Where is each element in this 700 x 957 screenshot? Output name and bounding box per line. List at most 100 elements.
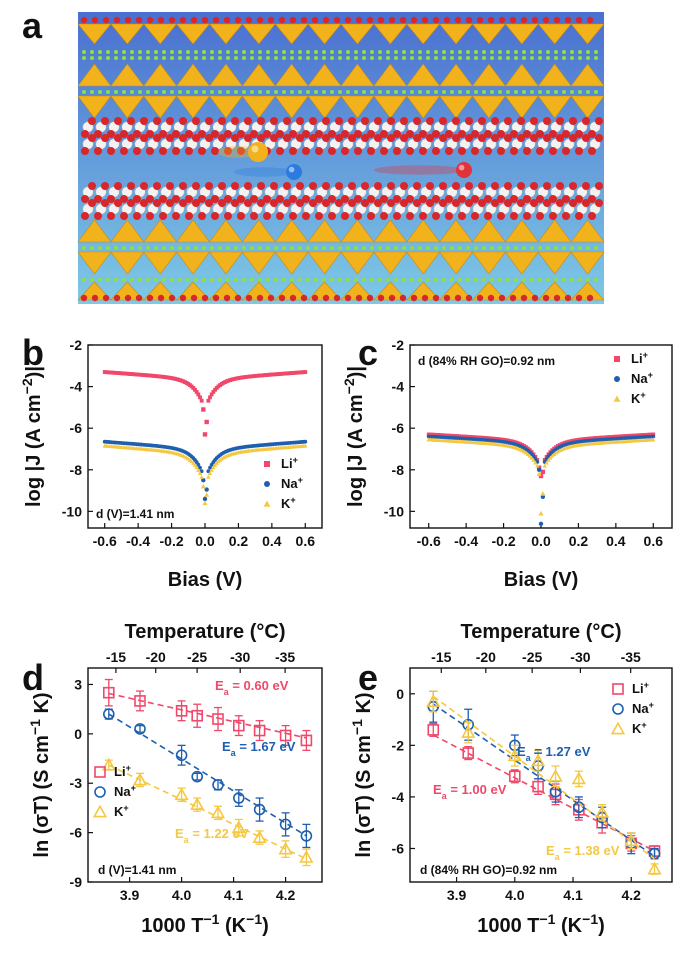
atom — [186, 278, 190, 282]
atom — [506, 278, 510, 282]
atom — [98, 90, 102, 94]
oxygen-atom — [335, 134, 343, 142]
atom — [554, 90, 558, 94]
oxygen-atom — [484, 130, 492, 138]
atom — [578, 56, 582, 60]
oxygen-atom — [432, 195, 440, 203]
oxygen-atom — [445, 212, 453, 220]
legend-label: K+ — [281, 495, 296, 511]
oxygen-atom — [250, 212, 258, 220]
atom — [162, 90, 166, 94]
atom — [538, 50, 542, 54]
atom — [498, 246, 502, 250]
atom — [506, 246, 510, 250]
oxygen-atom — [497, 130, 505, 138]
oxygen-atom — [478, 199, 486, 207]
gold-tetrahedron — [241, 251, 276, 275]
atom — [514, 246, 518, 250]
atom — [202, 278, 206, 282]
atom — [522, 50, 526, 54]
oxygen-atom — [276, 147, 284, 155]
gold-tetrahedron — [208, 251, 243, 275]
x-tick-label: -0.2 — [160, 533, 184, 549]
atom — [170, 50, 174, 54]
oxygen-atom — [257, 134, 265, 142]
oxygen-atom — [192, 182, 200, 190]
gold-tetrahedron — [537, 63, 572, 87]
atom — [474, 246, 478, 250]
oxygen-atom — [582, 117, 590, 125]
atom — [178, 56, 182, 60]
data-point — [212, 462, 218, 467]
atom — [442, 246, 446, 250]
top-x-axis-title: Temperature (°C) — [125, 621, 286, 643]
atom — [82, 56, 86, 60]
atom — [124, 294, 132, 302]
gold-tetrahedron — [176, 95, 211, 119]
oxygen-atom — [439, 134, 447, 142]
atom — [487, 294, 495, 302]
atom — [355, 16, 363, 24]
data-point — [134, 695, 146, 707]
atom — [138, 56, 142, 60]
atom — [594, 246, 598, 250]
atom — [258, 246, 262, 250]
chart-panel-d: 3.9 4.0 4.1 4.2 3 0 -3 -6 -9 -15 -20 -25 -30 -35 Tempe… — [27, 621, 323, 937]
atom — [122, 278, 126, 282]
oxygen-atom — [153, 134, 161, 142]
oxygen-atom — [250, 195, 258, 203]
gold-tetrahedron — [537, 251, 572, 275]
data-point — [303, 370, 308, 374]
atom — [245, 16, 253, 24]
x-tick-label: 0.0 — [531, 533, 551, 549]
ion-sphere — [248, 142, 268, 162]
atom — [355, 294, 363, 302]
atom — [330, 50, 334, 54]
atom — [434, 278, 438, 282]
ion-transport-illustration — [77, 12, 605, 304]
gold-tetrahedron — [307, 95, 342, 119]
oxygen-atom — [374, 199, 382, 207]
oxygen-atom — [322, 182, 330, 190]
atom — [130, 56, 134, 60]
atom — [522, 56, 526, 60]
oxygen-atom — [595, 199, 603, 207]
oxygen-atom — [361, 199, 369, 207]
oxygen-atom — [588, 212, 596, 220]
oxygen-atom — [120, 195, 128, 203]
gold-tetrahedron — [340, 219, 375, 243]
oxygen-atom — [510, 130, 518, 138]
atom — [370, 246, 374, 250]
legend-label: Li+ — [631, 350, 648, 366]
oxygen-atom — [374, 182, 382, 190]
oxygen-atom — [263, 130, 271, 138]
data-point — [535, 458, 540, 462]
atom — [362, 50, 366, 54]
legend-marker — [610, 721, 626, 735]
data-point — [233, 792, 245, 804]
atom — [234, 246, 238, 250]
data-point — [132, 772, 148, 786]
oxygen-atom — [549, 212, 557, 220]
atom — [450, 90, 454, 94]
legend-marker — [613, 395, 621, 402]
atom — [490, 278, 494, 282]
atom — [278, 16, 286, 24]
atom — [226, 56, 230, 60]
atom — [354, 246, 358, 250]
atom — [338, 56, 342, 60]
oxygen-atom — [588, 130, 596, 138]
oxygen-atom — [341, 147, 349, 155]
oxygen-atom — [114, 117, 122, 125]
atom — [564, 16, 572, 24]
atom — [482, 90, 486, 94]
atom — [586, 278, 590, 282]
gold-tetrahedron — [373, 219, 408, 243]
atom — [346, 90, 350, 94]
y-tick-label: -2 — [392, 737, 405, 753]
activation-energy-label: Ea = 1.38 eV — [546, 843, 620, 862]
oxygen-atom — [192, 199, 200, 207]
oxygen-atom — [380, 212, 388, 220]
atom — [434, 56, 438, 60]
oxygen-atom — [484, 212, 492, 220]
